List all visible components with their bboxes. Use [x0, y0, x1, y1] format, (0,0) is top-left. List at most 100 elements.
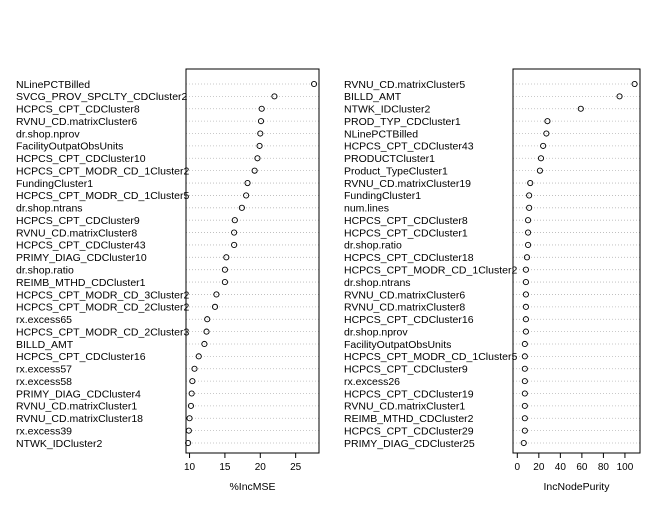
mse-variable-label: RVNU_CD.matrixCluster8: [16, 227, 137, 239]
mse-point: [189, 378, 196, 385]
mse-x-tick-label: 20: [255, 462, 267, 473]
purity-point: [537, 155, 545, 162]
mse-variable-label: HCPCS_CPT_CDCluster43: [16, 240, 146, 252]
mse-variable-label: HCPCS_CPT_CDCluster10: [16, 153, 146, 165]
mse-point: [203, 328, 210, 335]
purity-variable-label: REIMB_MTHD_CDCluster2: [344, 413, 474, 425]
purity-point: [543, 130, 550, 137]
purity-variable-label: HCPCS_CPT_CDCluster18: [344, 252, 474, 264]
mse-variable-label: REIMB_MTHD_CDCluster1: [16, 277, 146, 289]
mse-point: [244, 179, 251, 187]
purity-variable-label: RVNU_CD.matrixCluster1: [344, 401, 465, 413]
purity-variable-label: HCPCS_CPT_MODR_CD_1Cluster2: [344, 265, 517, 277]
purity-variable-label: NTWK_IDCluster2: [344, 104, 431, 116]
purity-variable-label: HCPCS_CPT_MODR_CD_1Cluster5: [344, 351, 517, 363]
mse-variable-label: rx.excess57: [16, 364, 72, 376]
purity-variable-label: HCPCS_CPT_CDCluster43: [344, 141, 474, 153]
mse-variable-label: dr.shop.ntrans: [16, 203, 83, 215]
mse-point: [221, 279, 228, 286]
mse-variable-label: HCPCS_CPT_CDCluster16: [16, 351, 146, 363]
mse-point: [243, 192, 250, 199]
purity-variable-label: Product_TypeCluster1: [344, 165, 448, 177]
purity-point: [540, 142, 547, 149]
mse-point: [213, 291, 220, 298]
purity-point: [522, 266, 529, 273]
purity-point: [522, 291, 529, 298]
purity-point: [577, 105, 584, 112]
mse-point: [195, 353, 202, 360]
mse-point: [185, 427, 192, 434]
purity-point: [527, 179, 534, 187]
purity-point: [521, 402, 528, 409]
purity-variable-label: PRIMY_DIAG_CDCluster25: [344, 438, 475, 450]
purity-point: [616, 93, 623, 100]
mse-point: [186, 415, 193, 422]
mse-variable-label: RVNU_CD.matrixCluster18: [16, 413, 143, 425]
purity-variable-label: HCPCS_CPT_CDCluster29: [344, 425, 474, 437]
purity-point: [526, 204, 533, 211]
purity-variable-label: RVNU_CD.matrixCluster8: [344, 302, 465, 314]
purity-point: [525, 229, 532, 236]
mse-point: [211, 303, 219, 310]
purity-variable-label: RVNU_CD.matrixCluster19: [344, 178, 471, 190]
purity-point: [522, 303, 529, 310]
purity-variable-label: rx.excess26: [344, 376, 400, 388]
purity-variable-label: RVNU_CD.matrixCluster5: [344, 79, 465, 91]
mse-x-tick-label: 15: [219, 462, 231, 473]
mse-x-tick-label: 25: [290, 462, 302, 473]
mse-point: [223, 254, 230, 261]
purity-point: [521, 365, 528, 372]
mse-point: [271, 93, 278, 100]
purity-variable-label: NLinePCTBilled: [344, 128, 418, 140]
purity-point: [536, 167, 543, 174]
mse-variable-label: SVCG_PROV_SPCLTY_CDCluster2: [16, 91, 188, 103]
mse-variable-label: rx.excess65: [16, 314, 72, 326]
purity-variable-label: BILLD_AMT: [344, 91, 402, 103]
purity-point: [521, 378, 528, 385]
purity-point: [520, 439, 527, 447]
purity-variable-label: FundingCluster1: [344, 190, 421, 202]
mse-point: [231, 229, 238, 236]
purity-x-tick-label: 100: [617, 462, 634, 473]
mse-point: [257, 118, 265, 125]
purity-variable-label: HCPCS_CPT_CDCluster1: [344, 227, 468, 239]
mse-variable-label: NLinePCTBilled: [16, 79, 90, 91]
purity-point: [525, 241, 532, 248]
purity-x-tick-label: 20: [533, 462, 545, 473]
purity-point: [521, 353, 528, 360]
mse-variable-label: FundingCluster1: [16, 178, 93, 190]
purity-variable-label: RVNU_CD.matrixCluster6: [344, 289, 465, 301]
mse-point: [310, 80, 318, 88]
purity-x-tick-label: 80: [598, 462, 610, 473]
mse-variable-label: PRIMY_DIAG_CDCluster4: [16, 388, 141, 400]
purity-point: [522, 279, 529, 286]
mse-point: [188, 390, 195, 397]
purity-point: [521, 427, 528, 434]
purity-point: [522, 316, 529, 323]
purity-point: [522, 328, 529, 335]
mse-x-axis-label: %IncMSE: [229, 481, 275, 493]
mse-point: [257, 130, 264, 137]
purity-x-tick-label: 0: [515, 462, 521, 473]
mse-variable-label: NTWK_IDCluster2: [16, 438, 103, 450]
mse-plot-frame: [185, 68, 320, 454]
mse-variable-label: HCPCS_CPT_MODR_CD_2Cluster2: [16, 302, 189, 314]
purity-variable-label: dr.shop.ratio: [344, 240, 402, 252]
purity-variable-label: HCPCS_CPT_CDCluster8: [344, 215, 468, 227]
purity-x-axis-label: IncNodePurity: [544, 481, 611, 493]
purity-x-tick-label: 40: [555, 462, 567, 473]
mse-variable-label: HCPCS_CPT_CDCluster8: [16, 104, 140, 116]
mse-variable-label: HCPCS_CPT_CDCluster9: [16, 215, 140, 227]
purity-variable-label: HCPCS_CPT_CDCluster9: [344, 364, 468, 376]
purity-point: [525, 217, 532, 224]
purity-point: [523, 254, 531, 261]
purity-point: [526, 192, 533, 199]
mse-point: [221, 266, 228, 273]
mse-variable-label: dr.shop.ratio: [16, 265, 74, 277]
purity-x-tick-label: 60: [576, 462, 588, 473]
mse-variable-label: HCPCS_CPT_MODR_CD_1Cluster5: [16, 190, 189, 202]
mse-variable-label: rx.excess39: [16, 425, 72, 437]
mse-point: [256, 142, 263, 149]
purity-variable-label: dr.shop.nprov: [344, 326, 408, 338]
